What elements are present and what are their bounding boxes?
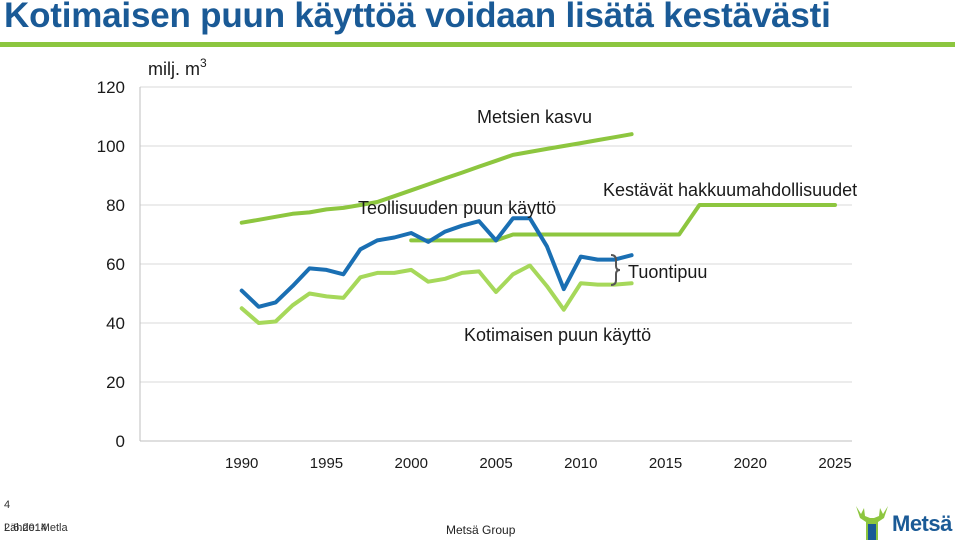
x-tick-label: 2005 — [479, 455, 512, 472]
annotation-kestavat-hakkuumahdollisuudet: Kestävät hakkuumahdollisuudet — [603, 180, 857, 200]
logo-text: Metsä — [892, 511, 952, 536]
x-tick-label: 2000 — [395, 455, 428, 472]
footer-date: 2.6.2014 — [4, 522, 47, 534]
series-line-metsien-kasvu — [239, 132, 634, 225]
footer-source: Lähde: Metla — [4, 522, 68, 534]
x-tick-label: 2015 — [649, 455, 682, 472]
y-tick-label: 100 — [97, 137, 125, 156]
footer-company: Metsä Group — [446, 523, 516, 537]
elk-antler-icon — [856, 506, 888, 540]
tuontipuu-brace — [610, 254, 621, 286]
annotation-kotimaisen-puun-kaytto: Kotimaisen puun käyttö — [464, 325, 651, 345]
series-line-kestavat — [409, 203, 837, 243]
x-tick-label: 1995 — [310, 455, 343, 472]
annotation-tuontipuu: Tuontipuu — [628, 262, 707, 282]
y-axis-unit-label: milj. m3 — [148, 56, 207, 79]
slide-title: Kotimaisen puun käyttöä voidaan lisätä k… — [4, 0, 831, 35]
x-tick-label: 2025 — [818, 455, 851, 472]
x-tick-label: 2010 — [564, 455, 597, 472]
y-tick-label: 0 — [116, 432, 125, 451]
y-tick-label: 80 — [106, 196, 125, 215]
series-lines — [239, 132, 837, 325]
y-tick-label: 60 — [106, 255, 125, 274]
y-tick-label: 40 — [106, 314, 125, 333]
metsa-logo: Metsä — [852, 500, 958, 544]
annotation-metsien-kasvu: Metsien kasvu — [477, 107, 592, 127]
grid-lines — [139, 86, 852, 442]
y-tick-label: 20 — [106, 373, 125, 392]
series-line-teollisuuden — [239, 216, 634, 309]
title-rule — [0, 42, 955, 47]
y-tick-label: 120 — [97, 78, 125, 97]
axis-ticks: 0 20 40 60 80 100 120 1990 1995 2000 2005 2010 2015 2… — [97, 78, 852, 472]
page-number: 4 — [4, 499, 11, 511]
x-tick-label: 2020 — [734, 455, 767, 472]
x-tick-label: 1990 — [225, 455, 258, 472]
annotation-teollisuuden-puun-kaytto: Teollisuuden puun käyttö — [358, 198, 556, 218]
series-line-kotimaisen — [239, 263, 634, 325]
